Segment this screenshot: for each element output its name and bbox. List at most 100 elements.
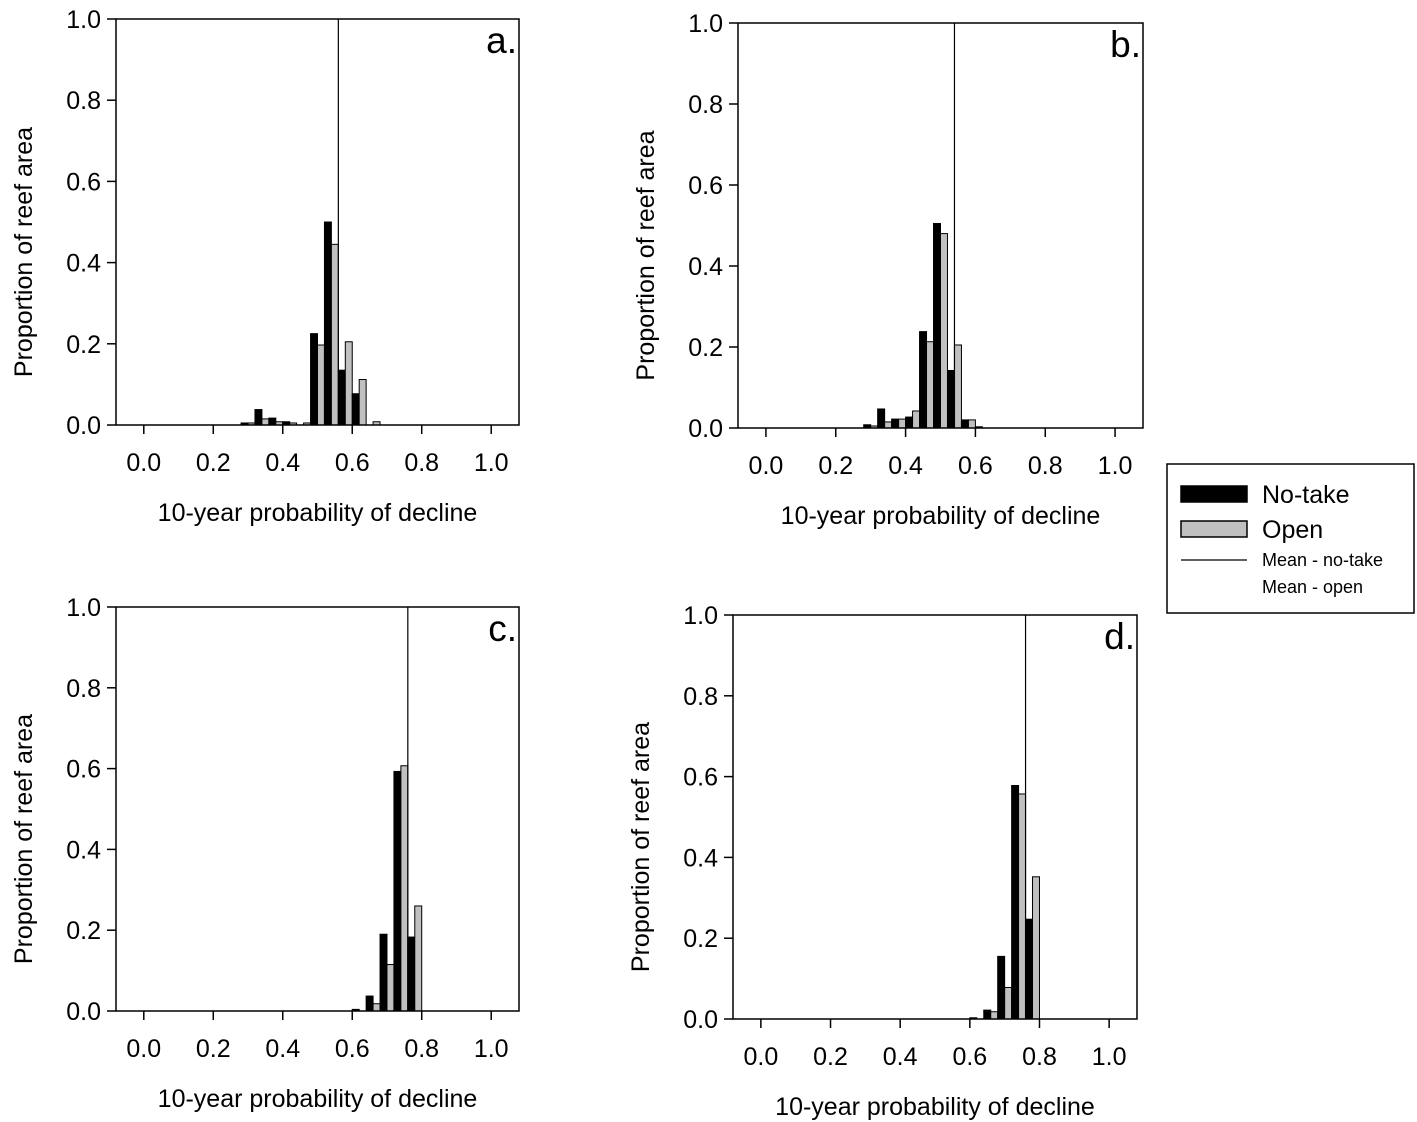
x-tick-label: 0.8 [1022,1043,1057,1071]
bar-open [372,1003,381,1012]
bar-no-take [1025,918,1034,1020]
bar-no-take [946,369,955,429]
legend-label-mean-open: Mean - open [1262,577,1363,597]
panel-b: 0.0 0.2 0.4 0.6 0.8 1.0 0.0 0.2 0.4 0.6 0.8 1.0 10-y… [632,10,1144,530]
bar-open [261,418,270,426]
bar-open [414,905,423,1012]
legend-swatch-open [1180,520,1248,538]
bar-no-take [379,933,388,1012]
x-tick-label: 0.6 [958,452,993,480]
plot-frame [115,18,520,426]
y-tick-label: 0.6 [688,172,723,200]
x-tick-label: 1.0 [474,1035,509,1063]
panel-letter: d. [1104,616,1135,657]
x-tick-label: 0.2 [196,1035,231,1063]
bar-open [1018,793,1027,1020]
x-tick-label: 0.2 [818,452,853,480]
x-tick-label: 0.4 [883,1043,918,1071]
bar-no-take [268,417,277,426]
bar-no-take [997,955,1006,1020]
panel-a: 0.0 0.2 0.4 0.6 0.8 1.0 0.0 0.2 0.4 0.6 0.8 1.0 10-y… [10,6,520,527]
y-tick-label: 0.2 [66,917,101,945]
bar-open [1032,876,1040,1020]
y-tick-label: 0.2 [683,925,718,953]
bar-no-take [254,409,263,426]
x-tick-label: 0.6 [335,449,370,477]
y-tick-label: 0.4 [688,253,723,281]
bar-no-take [877,408,886,429]
bar-open [940,233,948,429]
bar-open [317,344,325,426]
bar-open [912,410,921,429]
x-tick-label: 1.0 [474,449,509,477]
x-tick-label: 0.8 [1028,452,1063,480]
bar-no-take [407,936,416,1012]
x-axis-title: 10-year probability of decline [158,499,478,527]
x-tick-label: 0.0 [126,449,161,477]
plot-frame [737,22,1144,429]
y-axis-title: Proportion of reef area [632,130,660,380]
x-tick-label: 0.0 [743,1043,778,1071]
y-tick-label: 0.8 [66,87,101,115]
y-axis-title: Proportion of reef area [10,127,38,377]
bar-no-take [393,770,402,1012]
bar-open [967,419,976,429]
panel-d: 0.0 0.2 0.4 0.6 0.8 1.0 0.0 0.2 0.4 0.6 0.8 1.0 10-y… [627,602,1138,1121]
bar-open [344,341,353,426]
bar-no-take [919,331,928,429]
y-tick-label: 0.0 [66,412,101,440]
x-tick-label: 0.2 [196,449,231,477]
y-tick-label: 0.6 [66,168,101,196]
legend-label-no-take: No-take [1262,481,1350,509]
y-tick-label: 0.8 [683,683,718,711]
bar-no-take [905,416,914,429]
bar-no-take [983,1009,992,1020]
y-tick-label: 1.0 [66,594,101,622]
legend-swatch-no-take [1180,485,1248,503]
y-tick-label: 1.0 [683,602,718,630]
x-axis-title: 10-year probability of decline [781,502,1101,530]
bar-no-take [337,369,346,426]
x-tick-label: 0.6 [335,1035,370,1063]
y-tick-label: 0.8 [688,91,723,119]
x-tick-label: 1.0 [1092,1043,1127,1071]
y-tick-label: 0.2 [688,334,723,362]
panel-letter: a. [486,20,517,61]
x-tick-label: 0.8 [404,449,439,477]
x-tick-label: 0.4 [265,1035,300,1063]
y-tick-label: 0.8 [66,675,101,703]
bar-open [926,341,935,429]
bar-no-take [351,393,360,426]
bar-no-take [323,221,332,426]
bar-no-take [891,418,900,429]
y-tick-label: 0.6 [683,764,718,792]
bar-open [400,765,409,1012]
legend-label-open: Open [1262,516,1323,544]
bar-no-take [933,222,941,429]
bar-open [898,418,907,429]
y-tick-label: 0.0 [683,1006,718,1034]
bar-no-take [365,995,374,1012]
x-tick-label: 1.0 [1098,452,1133,480]
bar-no-take [1011,784,1020,1020]
bar-open [884,421,893,429]
panel-c: 0.0 0.2 0.4 0.6 0.8 1.0 0.0 0.2 0.4 0.6 0.8 1.0 10-y… [10,594,520,1113]
y-tick-label: 0.6 [66,756,101,784]
x-axis-title: 10-year probability of decline [158,1085,478,1113]
x-tick-label: 0.2 [813,1043,848,1071]
x-tick-label: 0.4 [888,452,923,480]
y-tick-label: 0.4 [66,250,101,278]
bar-no-take [310,333,319,426]
y-tick-label: 0.4 [66,836,101,864]
x-tick-label: 0.8 [404,1035,439,1063]
bar-open [358,379,367,426]
legend-label-mean-no-take: Mean - no-take [1262,550,1383,570]
bar-open [953,344,962,429]
plot-frame [115,606,520,1012]
bar-open [330,243,339,426]
y-axis-title: Proportion of reef area [627,722,655,972]
plot-frame [732,614,1138,1020]
bar-open [990,1011,999,1020]
legend: No-take Open Mean - no-take Mean - open [1166,463,1415,614]
